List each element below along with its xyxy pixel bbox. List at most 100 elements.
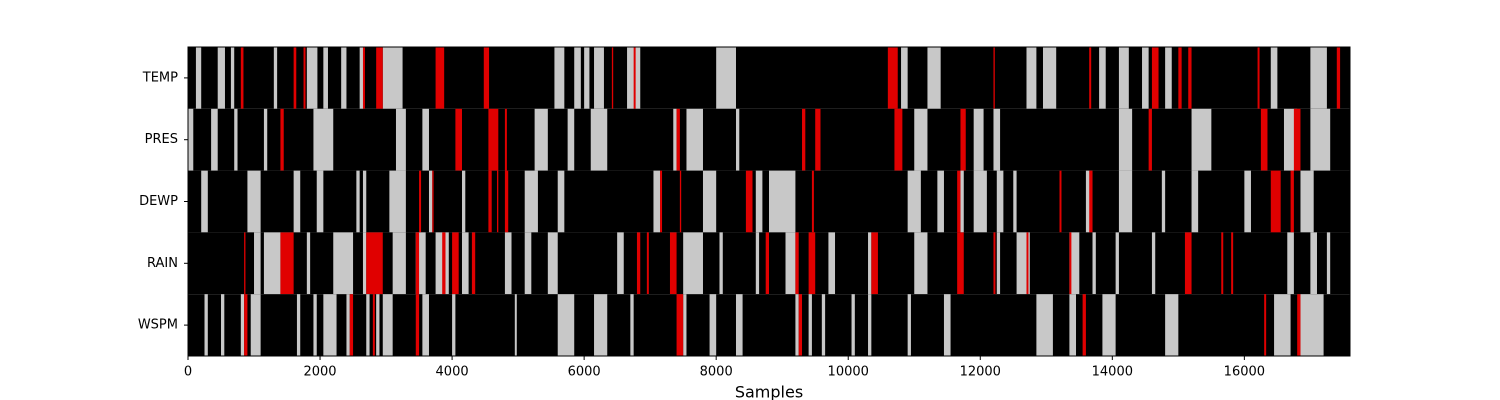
state-segment <box>313 108 334 171</box>
state-segment <box>594 47 604 109</box>
state-segment <box>362 232 367 295</box>
state-segment <box>1069 294 1077 356</box>
state-segment <box>362 170 367 233</box>
state-segment <box>993 108 1001 171</box>
state-segment <box>993 47 995 109</box>
state-segment <box>376 294 380 356</box>
state-segment <box>280 108 284 171</box>
y-tick-label: TEMP <box>142 70 178 85</box>
state-segment <box>636 232 641 295</box>
x-tick-label: 16000 <box>1224 365 1265 380</box>
state-segment <box>815 108 821 171</box>
y-tick-label: DEWP <box>139 194 178 209</box>
state-segment <box>1115 232 1119 295</box>
state-segment <box>1310 108 1331 171</box>
state-segment <box>709 294 717 356</box>
state-segment <box>868 294 872 356</box>
state-segment <box>1188 47 1192 109</box>
state-segment <box>306 232 311 295</box>
state-segment <box>745 170 753 233</box>
state-segment <box>382 47 403 109</box>
state-segment <box>415 294 420 356</box>
state-segment <box>221 294 225 356</box>
state-segment <box>534 108 548 171</box>
state-segment <box>914 108 928 171</box>
state-segment <box>313 294 317 356</box>
state-segment <box>973 108 984 171</box>
state-segment <box>617 232 624 295</box>
state-segment <box>851 294 855 356</box>
state-segment <box>590 108 608 171</box>
state-segment <box>504 232 512 295</box>
state-segment <box>1142 47 1149 109</box>
state-segment <box>633 47 636 109</box>
x-tick-label: 6000 <box>568 365 601 380</box>
state-segment <box>1270 47 1278 109</box>
state-segment <box>1059 170 1062 233</box>
state-segment <box>1191 108 1212 171</box>
state-segment <box>676 108 680 171</box>
state-segment <box>1092 232 1096 295</box>
state-segment <box>442 232 446 295</box>
state-segment <box>234 108 238 171</box>
state-segment <box>362 47 365 109</box>
state-segment <box>716 47 736 109</box>
state-segment <box>1326 232 1331 295</box>
state-segment <box>1042 47 1057 109</box>
state-segment <box>323 294 337 356</box>
state-segment <box>567 108 575 171</box>
state-segment <box>419 170 422 233</box>
state-segment <box>432 170 434 233</box>
x-tick-label: 8000 <box>700 365 733 380</box>
state-segment <box>914 232 928 295</box>
state-segment <box>808 294 812 356</box>
state-segment <box>943 294 951 356</box>
state-segment <box>584 47 590 109</box>
state-segment <box>1260 108 1268 171</box>
state-segment <box>273 47 278 109</box>
state-segment <box>1293 108 1301 171</box>
state-segment <box>247 170 261 233</box>
state-segment <box>1264 294 1267 356</box>
state-segment <box>1310 47 1327 109</box>
state-segment <box>957 170 961 233</box>
state-segment <box>452 232 459 295</box>
state-segment <box>1290 170 1294 233</box>
state-segment <box>359 47 364 109</box>
state-segment <box>395 108 406 171</box>
state-segment <box>306 47 318 109</box>
state-segment <box>1026 232 1029 295</box>
state-segment <box>1013 170 1017 233</box>
state-segment <box>669 232 677 295</box>
state-segment <box>263 232 281 295</box>
state-segment <box>646 232 649 295</box>
state-segment <box>504 108 507 171</box>
state-segment <box>211 108 218 171</box>
state-segment <box>1118 47 1129 109</box>
state-segment <box>1300 294 1324 356</box>
state-segment <box>1026 47 1037 109</box>
state-segment <box>973 170 987 233</box>
state-segment <box>1099 47 1106 109</box>
state-segment <box>1231 232 1234 295</box>
state-segment <box>1089 170 1093 233</box>
plot-frame <box>187 46 1351 357</box>
state-segment <box>795 294 799 356</box>
state-segment <box>1257 47 1260 109</box>
state-segment <box>1089 47 1092 109</box>
state-segment <box>755 232 760 295</box>
y-tick-label: RAIN <box>147 256 178 271</box>
state-segment <box>735 294 743 356</box>
state-segment <box>795 232 799 295</box>
state-segment <box>1151 47 1159 109</box>
state-segment <box>280 232 294 295</box>
state-segment <box>303 47 306 109</box>
state-segment <box>683 294 687 356</box>
state-segment <box>957 232 964 295</box>
state-segment <box>250 294 261 356</box>
state-segment <box>201 170 208 233</box>
state-segment <box>461 170 466 233</box>
state-segment <box>960 170 964 233</box>
state-segment <box>765 232 769 295</box>
state-segment <box>611 47 614 109</box>
